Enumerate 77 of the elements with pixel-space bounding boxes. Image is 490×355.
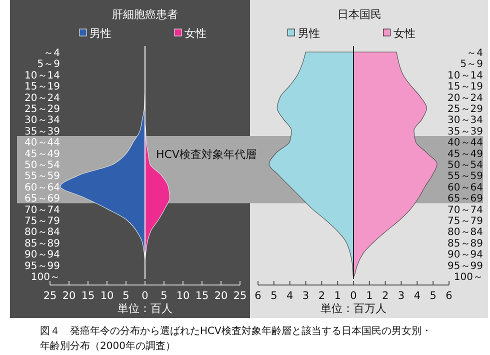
y-tick-label: 40～44	[448, 138, 483, 149]
x-tick-label: 10	[176, 290, 190, 302]
y-tick-label: 25～29	[24, 104, 60, 115]
x-tick-label: 1	[334, 290, 341, 302]
x-tick-label: 6	[446, 290, 453, 302]
x-tick-label: 5	[430, 290, 436, 302]
x-tick-label: 5	[160, 290, 168, 302]
text: 年齢別分布（2000年の調査）	[40, 340, 176, 352]
chart-title: 肝細胞癌患者	[112, 8, 178, 21]
y-tick-label: 5～9	[37, 59, 60, 70]
x-tick-label: 25	[233, 290, 247, 302]
x-tick-label: 6	[254, 290, 262, 302]
y-tick-label: 90～94	[448, 250, 483, 261]
y-tick-label: 40～44	[24, 138, 60, 149]
y-tick-label: 50～54	[24, 160, 60, 171]
x-tick-label: 10	[100, 290, 114, 302]
x-tick-label: 4	[286, 290, 294, 302]
y-tick-label: 95～99	[24, 260, 60, 272]
y-tick-label: 75～79	[448, 216, 483, 227]
x-tick-label: 0	[350, 290, 357, 302]
y-tick-label: 90～94	[24, 250, 60, 261]
y-tick-label: 20～24	[448, 92, 483, 104]
y-tick-label: 50～54	[448, 160, 483, 171]
x-tick-label: 5	[270, 290, 278, 302]
y-tick-label: 30～34	[448, 115, 483, 126]
y-tick-label: 15～19	[448, 82, 483, 93]
x-axis-title: 単位：百万人	[320, 302, 386, 315]
y-tick-label: 45～49	[24, 148, 60, 160]
y-tick-label: 80～84	[448, 227, 483, 238]
y-tick-label: 60～64	[24, 182, 60, 194]
y-tick-label: ～4	[44, 48, 60, 59]
x-tick-label: 2	[318, 290, 326, 302]
y-tick-label: 20～24	[24, 92, 60, 104]
legend-label: 男性	[298, 27, 320, 40]
x-tick-label: 5	[122, 290, 130, 302]
x-tick-label: 25	[43, 290, 57, 302]
y-tick-label: 100～	[30, 272, 60, 283]
x-tick-label: 20	[62, 290, 76, 302]
y-tick-label: 35～39	[448, 126, 483, 138]
x-tick-label: 20	[214, 290, 228, 302]
y-tick-label: 30～34	[24, 115, 60, 126]
x-tick-label: 15	[81, 290, 95, 302]
y-tick-label: 85～89	[448, 238, 483, 250]
x-axis-title: 単位：百人	[118, 302, 172, 315]
caption: 図４ 発癌年令の分布から選ばれたHCV検査対象年齢層と該当する日本国民の男女別・	[40, 325, 432, 337]
y-tick-label: 55～59	[24, 171, 60, 182]
y-tick-label: 55～59	[448, 171, 483, 182]
y-tick-label: 35～39	[24, 126, 60, 138]
x-tick-label: 0	[142, 290, 148, 302]
x-tick-label: 1	[366, 290, 373, 302]
x-tick-label: 4	[414, 290, 421, 302]
y-tick-label: 10～14	[448, 70, 483, 82]
y-tick-label: 5～9	[460, 59, 483, 70]
y-tick-label: 45～49	[448, 148, 483, 160]
band-label: HCV検査対象年代層	[156, 148, 256, 161]
y-tick-label: 65～69	[448, 194, 483, 205]
y-tick-label: 85～89	[24, 238, 60, 250]
y-tick-label: 25～29	[448, 104, 483, 115]
legend-label: 男性	[90, 27, 112, 40]
y-tick-label: 10～14	[24, 70, 60, 82]
y-tick-label: 70～74	[448, 204, 483, 216]
y-tick-label: 95～99	[448, 260, 483, 272]
y-tick-label: 60～64	[448, 182, 483, 194]
chart-title: 日本国民	[338, 8, 382, 21]
x-tick-label: 3	[302, 290, 310, 302]
y-tick-label: 15～19	[24, 82, 60, 93]
x-tick-label: 15	[195, 290, 209, 302]
x-tick-label: 2	[382, 290, 389, 302]
x-tick-label: 3	[398, 290, 405, 302]
legend-label: 女性	[184, 27, 206, 40]
y-tick-label: 100～	[454, 272, 483, 283]
y-tick-label: 80～84	[24, 227, 60, 238]
y-tick-label: 75～79	[24, 216, 60, 227]
y-tick-label: 65～69	[24, 194, 60, 205]
legend-label: 女性	[393, 27, 416, 40]
y-tick-label: ～4	[466, 48, 483, 59]
y-tick-label: 70～74	[24, 204, 60, 216]
